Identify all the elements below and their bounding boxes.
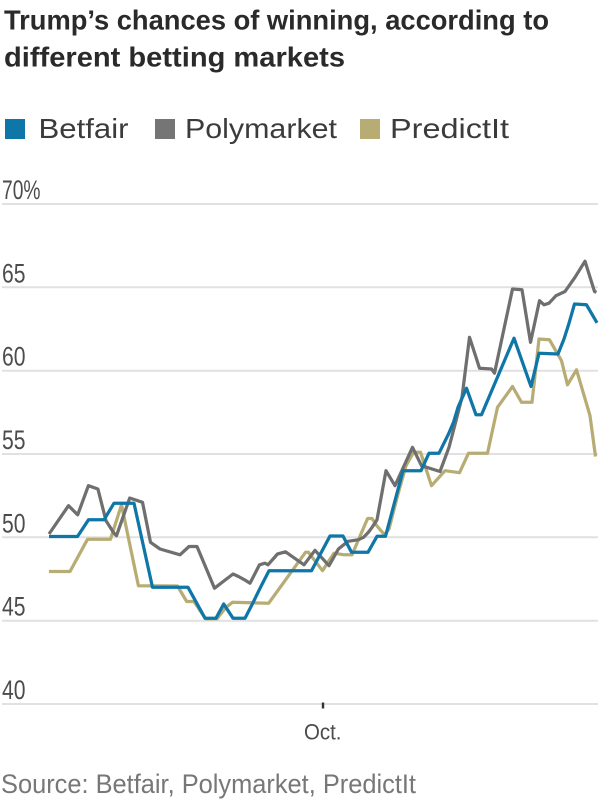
svg-text:50: 50	[2, 508, 26, 538]
svg-text:40: 40	[2, 675, 26, 705]
svg-text:65: 65	[2, 258, 26, 288]
svg-text:Source: Betfair, Polymarket, P: Source: Betfair, Polymarket, PredictIt	[1, 769, 416, 799]
svg-text:Trump’s chances of winning, ac: Trump’s chances of winning, according to	[4, 5, 549, 36]
svg-text:Betfair: Betfair	[39, 113, 129, 144]
svg-text:45: 45	[2, 592, 26, 622]
svg-text:Polymarket: Polymarket	[185, 113, 337, 144]
svg-text:PredictIt: PredictIt	[390, 113, 509, 144]
svg-text:60: 60	[2, 342, 26, 372]
svg-text:55: 55	[2, 425, 26, 455]
svg-text:70%: 70%	[2, 175, 41, 205]
svg-text:Oct.: Oct.	[304, 720, 342, 745]
svg-text:different betting markets: different betting markets	[4, 42, 345, 73]
